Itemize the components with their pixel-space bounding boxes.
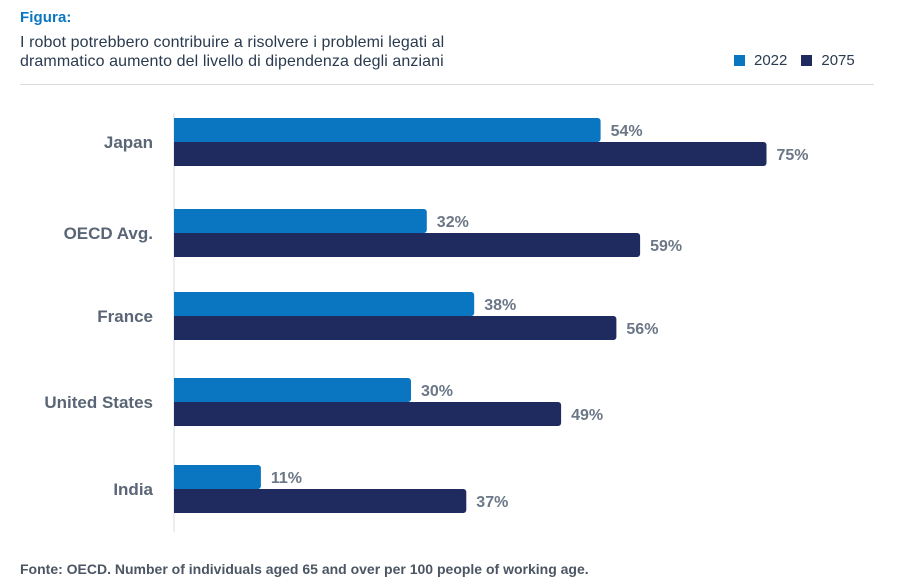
legend-item-2075: 2075 bbox=[801, 52, 855, 69]
value-label-india-2022: 11% bbox=[271, 470, 302, 487]
value-label-oecd-avg-2022: 32% bbox=[437, 214, 469, 231]
value-label-france-2075: 56% bbox=[626, 321, 658, 338]
bar-oecd-avg-2022 bbox=[174, 209, 427, 233]
value-label-france-2022: 38% bbox=[484, 297, 516, 314]
bar-france-2022 bbox=[174, 292, 475, 316]
bar-united-states-2075 bbox=[174, 402, 562, 426]
value-label-japan-2022: 54% bbox=[611, 123, 643, 140]
value-label-oecd-avg-2075: 59% bbox=[650, 238, 682, 255]
bar-india-2075 bbox=[174, 489, 467, 513]
value-label-japan-2075: 75% bbox=[777, 147, 809, 164]
bar-edge-united-states-2075 bbox=[174, 402, 178, 426]
bar-edge-japan-2022 bbox=[174, 118, 178, 142]
legend-item-2022: 2022 bbox=[734, 52, 787, 69]
bar-united-states-2022 bbox=[174, 378, 411, 402]
bar-india-2022 bbox=[174, 465, 261, 489]
legend-swatch-2022 bbox=[734, 55, 745, 66]
bar-oecd-avg-2075 bbox=[174, 233, 641, 257]
category-label-france: France bbox=[97, 307, 153, 326]
bar-edge-united-states-2022 bbox=[174, 378, 178, 402]
legend-label-2075: 2075 bbox=[821, 52, 855, 69]
bar-france-2075 bbox=[174, 316, 617, 340]
legend-swatch-2075 bbox=[801, 55, 813, 66]
category-label-india: India bbox=[113, 480, 153, 499]
bar-edge-india-2022 bbox=[174, 465, 178, 489]
source-note: Fonte: OECD. Number of individuals aged … bbox=[20, 561, 589, 577]
category-label-united-states: United States bbox=[44, 393, 153, 412]
header-divider bbox=[20, 84, 874, 85]
bar-edge-france-2022 bbox=[174, 292, 178, 316]
value-label-india-2075: 37% bbox=[476, 494, 508, 511]
chart-title-line-1: I robot potrebbero contribuire a risolve… bbox=[20, 34, 445, 51]
bar-japan-2075 bbox=[174, 142, 767, 166]
category-label-japan: Japan bbox=[104, 133, 153, 152]
legend-label-2022: 2022 bbox=[754, 52, 788, 69]
bar-edge-oecd-avg-2022 bbox=[174, 209, 178, 233]
bar-edge-france-2075 bbox=[174, 316, 178, 340]
value-label-united-states-2022: 30% bbox=[421, 383, 453, 400]
figure-kicker: Figura: bbox=[20, 9, 72, 26]
chart-legend: 2022 2075 bbox=[734, 52, 855, 69]
value-label-united-states-2075: 49% bbox=[571, 407, 603, 424]
bar-chart: Japan 54% 75% OECD Avg. 32% 59% France 38% 56% Un… bbox=[44, 113, 809, 532]
bar-edge-india-2075 bbox=[174, 489, 178, 513]
bar-edge-japan-2075 bbox=[174, 142, 178, 166]
category-label-oecd-avg: OECD Avg. bbox=[64, 224, 153, 243]
chart-title-line-2: drammatico aumento del livello di dipend… bbox=[20, 53, 444, 70]
bar-edge-oecd-avg-2075 bbox=[174, 233, 178, 257]
bar-japan-2022 bbox=[174, 118, 601, 142]
